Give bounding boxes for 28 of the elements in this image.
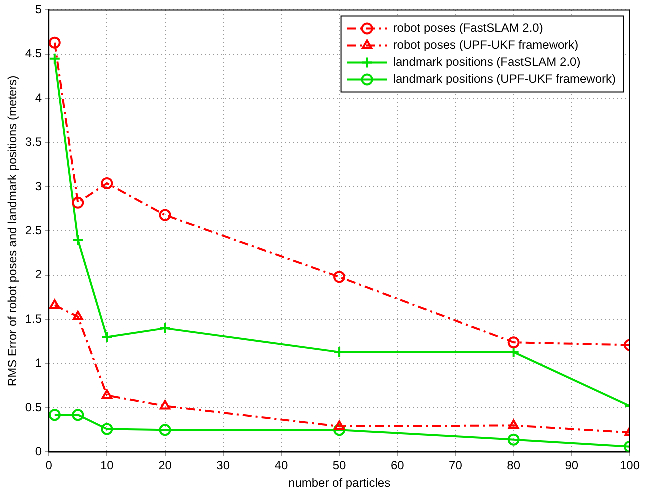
y-tick-label: 5 <box>35 2 42 17</box>
legend-label: landmark positions (FastSLAM 2.0) <box>393 55 581 70</box>
legend-label: robot poses (UPF-UKF framework) <box>393 38 579 52</box>
x-tick-label: 30 <box>216 458 230 473</box>
y-tick-label: 2 <box>35 268 42 282</box>
x-tick-label: 40 <box>274 458 288 473</box>
x-tick-label: 90 <box>565 458 579 473</box>
legend-label: robot poses (FastSLAM 2.0) <box>393 21 544 36</box>
y-tick-label: 4 <box>35 90 42 105</box>
legend-label: landmark positions (UPF-UKF framework) <box>393 72 616 86</box>
x-tick-label: 20 <box>158 458 172 473</box>
y-tick-label: 2.5 <box>25 224 42 238</box>
x-axis-title: number of particles <box>288 476 391 490</box>
y-tick-label: 0 <box>35 444 42 459</box>
y-tick-label: 0.5 <box>25 400 42 414</box>
y-tick-label: 4.5 <box>25 46 42 61</box>
y-tick-label: 1.5 <box>25 312 42 326</box>
y-axis-title: RMS Error of robot poses and landmark positions (meters) <box>6 76 20 387</box>
x-tick-label: 10 <box>100 458 114 473</box>
x-tick-label: 0 <box>46 458 53 473</box>
y-tick-label: 3 <box>35 179 42 194</box>
x-tick-label: 70 <box>449 458 463 473</box>
y-tick-label: 3.5 <box>25 135 42 150</box>
x-tick-label: 100 <box>620 458 640 473</box>
x-tick-label: 60 <box>390 458 405 473</box>
x-tick-label: 80 <box>507 458 521 473</box>
x-tick-label: 50 <box>332 458 347 473</box>
y-tick-label: 1 <box>35 356 42 370</box>
